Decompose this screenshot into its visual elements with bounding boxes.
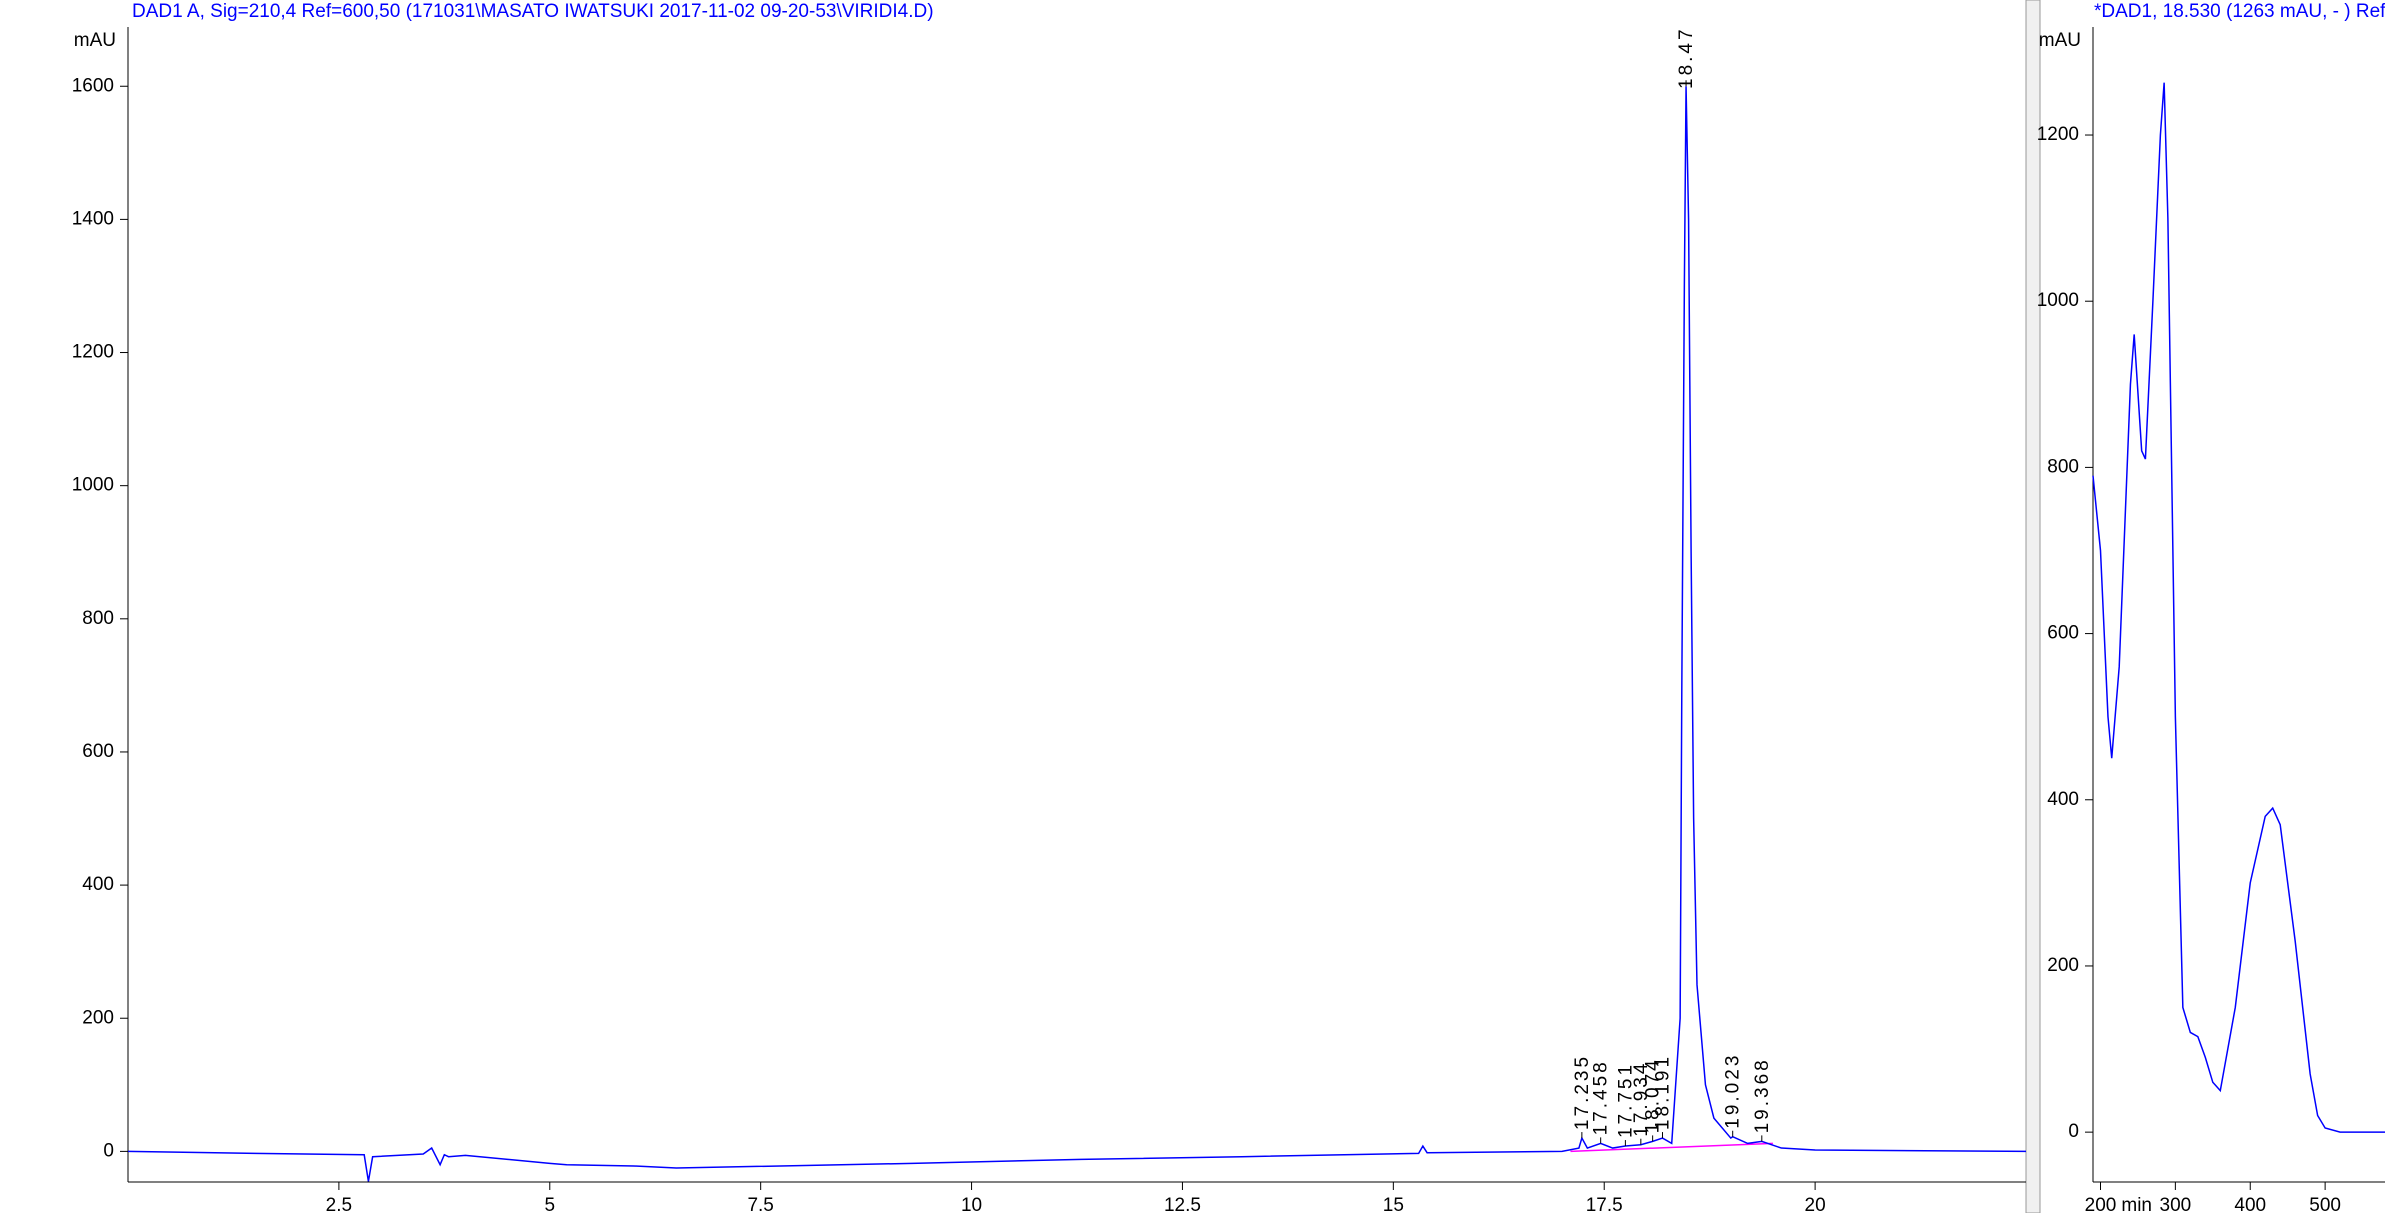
peak-label: 18.191: [1653, 1054, 1674, 1130]
panel-divider: [2025, 0, 2041, 1213]
x-tick-label: 20: [1805, 1195, 1826, 1213]
x-tick-label: 5: [544, 1195, 555, 1213]
peak-label: 18.47: [1676, 26, 1697, 89]
y-tick-label: 400: [82, 874, 114, 895]
y-tick-label: 0: [103, 1140, 114, 1161]
x-tick-label: 400: [2234, 1195, 2266, 1213]
y-tick-label: 200: [2047, 955, 2079, 976]
chart-title: *DAD1, 18.530 (1263 mAU, - ) Ref=18: [2094, 1, 2385, 22]
x-axis-label: min: [2121, 1195, 2152, 1213]
y-tick-label: 400: [2047, 789, 2079, 810]
y-axis-label: mAU: [74, 30, 116, 51]
y-tick-label: 600: [2047, 623, 2079, 644]
x-tick-label: 12.5: [1164, 1195, 1201, 1213]
signal-line: [2092, 82, 2385, 1133]
x-tick-label: 300: [2160, 1195, 2192, 1213]
y-tick-label: 1000: [72, 475, 114, 496]
y-tick-label: 1200: [72, 342, 114, 363]
x-tick-label: 2.5: [326, 1195, 352, 1213]
peak-label: 19.368: [1752, 1057, 1773, 1133]
y-tick-label: 1200: [2037, 124, 2079, 145]
y-tick-label: 600: [82, 741, 114, 762]
signal-line: [127, 86, 2027, 1182]
x-tick-label: 17.5: [1586, 1195, 1623, 1213]
y-tick-label: 1600: [72, 75, 114, 96]
x-tick-label: 15: [1383, 1195, 1404, 1213]
y-tick-label: 800: [2047, 456, 2079, 477]
x-tick-label: 200: [2085, 1195, 2117, 1213]
peak-label: 17.458: [1591, 1059, 1612, 1135]
y-tick-label: 1000: [2037, 290, 2079, 311]
x-tick-label: 7.5: [747, 1195, 773, 1213]
peak-label: 18.074: [1643, 1057, 1664, 1133]
y-tick-label: 200: [82, 1007, 114, 1028]
peak-label: 17.934: [1631, 1061, 1652, 1137]
y-tick-label: 0: [2068, 1121, 2079, 1142]
y-tick-label: 800: [82, 608, 114, 629]
peak-label: 17.235: [1572, 1054, 1593, 1130]
peak-label: 17.751: [1615, 1062, 1636, 1138]
x-tick-label: 10: [961, 1195, 982, 1213]
x-tick-label: 500: [2309, 1195, 2341, 1213]
peak-label: 19.023: [1723, 1053, 1744, 1129]
chart-title: DAD1 A, Sig=210,4 Ref=600,50 (171031\MAS…: [132, 1, 934, 22]
integration-baseline: [1570, 1142, 1773, 1153]
y-axis-label: mAU: [2039, 30, 2081, 51]
y-tick-label: 1400: [72, 208, 114, 229]
